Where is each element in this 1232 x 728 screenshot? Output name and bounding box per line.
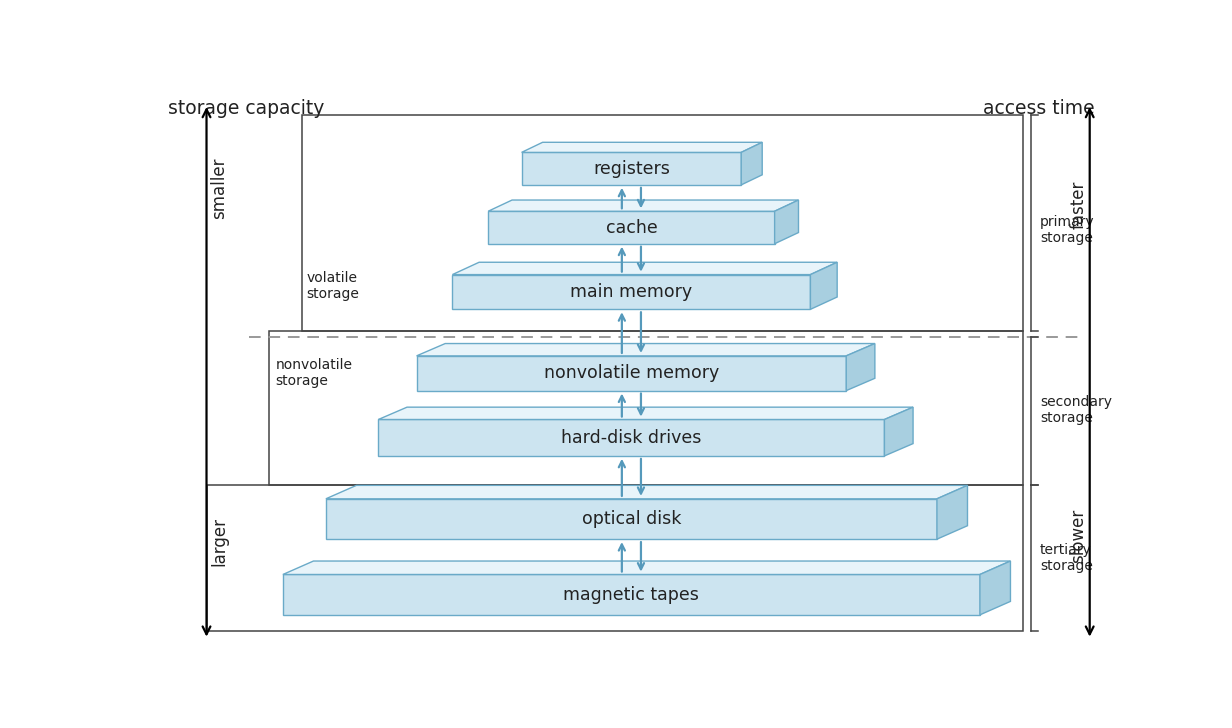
Text: storage capacity: storage capacity	[169, 98, 325, 117]
Polygon shape	[416, 356, 846, 391]
Polygon shape	[521, 142, 763, 152]
Polygon shape	[488, 211, 775, 244]
Text: primary
storage: primary storage	[1040, 215, 1095, 245]
Text: optical disk: optical disk	[582, 510, 681, 528]
Polygon shape	[452, 262, 838, 274]
Polygon shape	[979, 561, 1010, 615]
Text: secondary
storage: secondary storage	[1040, 395, 1112, 424]
Bar	[207, 486, 1023, 631]
Polygon shape	[938, 486, 967, 539]
Polygon shape	[811, 262, 838, 309]
Polygon shape	[846, 344, 875, 391]
Text: tertiary
storage: tertiary storage	[1040, 543, 1093, 574]
Text: magnetic tapes: magnetic tapes	[563, 585, 700, 604]
Polygon shape	[325, 486, 967, 499]
Polygon shape	[325, 499, 938, 539]
Polygon shape	[775, 200, 798, 244]
Polygon shape	[416, 344, 875, 356]
Text: main memory: main memory	[570, 283, 692, 301]
Text: hard-disk drives: hard-disk drives	[562, 429, 701, 447]
Text: volatile
storage: volatile storage	[307, 272, 360, 301]
Polygon shape	[378, 419, 885, 456]
Text: nonvolatile
storage: nonvolatile storage	[275, 358, 352, 388]
Text: smaller: smaller	[209, 157, 228, 219]
Text: faster: faster	[1069, 181, 1088, 229]
Text: slower: slower	[1069, 509, 1088, 563]
Polygon shape	[378, 407, 913, 419]
Polygon shape	[521, 152, 742, 185]
Bar	[302, 115, 1023, 331]
Polygon shape	[452, 274, 811, 309]
Polygon shape	[283, 574, 979, 615]
Polygon shape	[283, 561, 1010, 574]
Text: registers: registers	[593, 159, 670, 178]
Polygon shape	[488, 200, 798, 211]
Text: larger: larger	[209, 517, 228, 566]
Polygon shape	[742, 142, 763, 185]
Bar	[269, 331, 1023, 486]
Polygon shape	[885, 407, 913, 456]
Text: cache: cache	[605, 218, 658, 237]
Text: nonvolatile memory: nonvolatile memory	[543, 364, 719, 382]
Text: access time: access time	[983, 98, 1094, 117]
